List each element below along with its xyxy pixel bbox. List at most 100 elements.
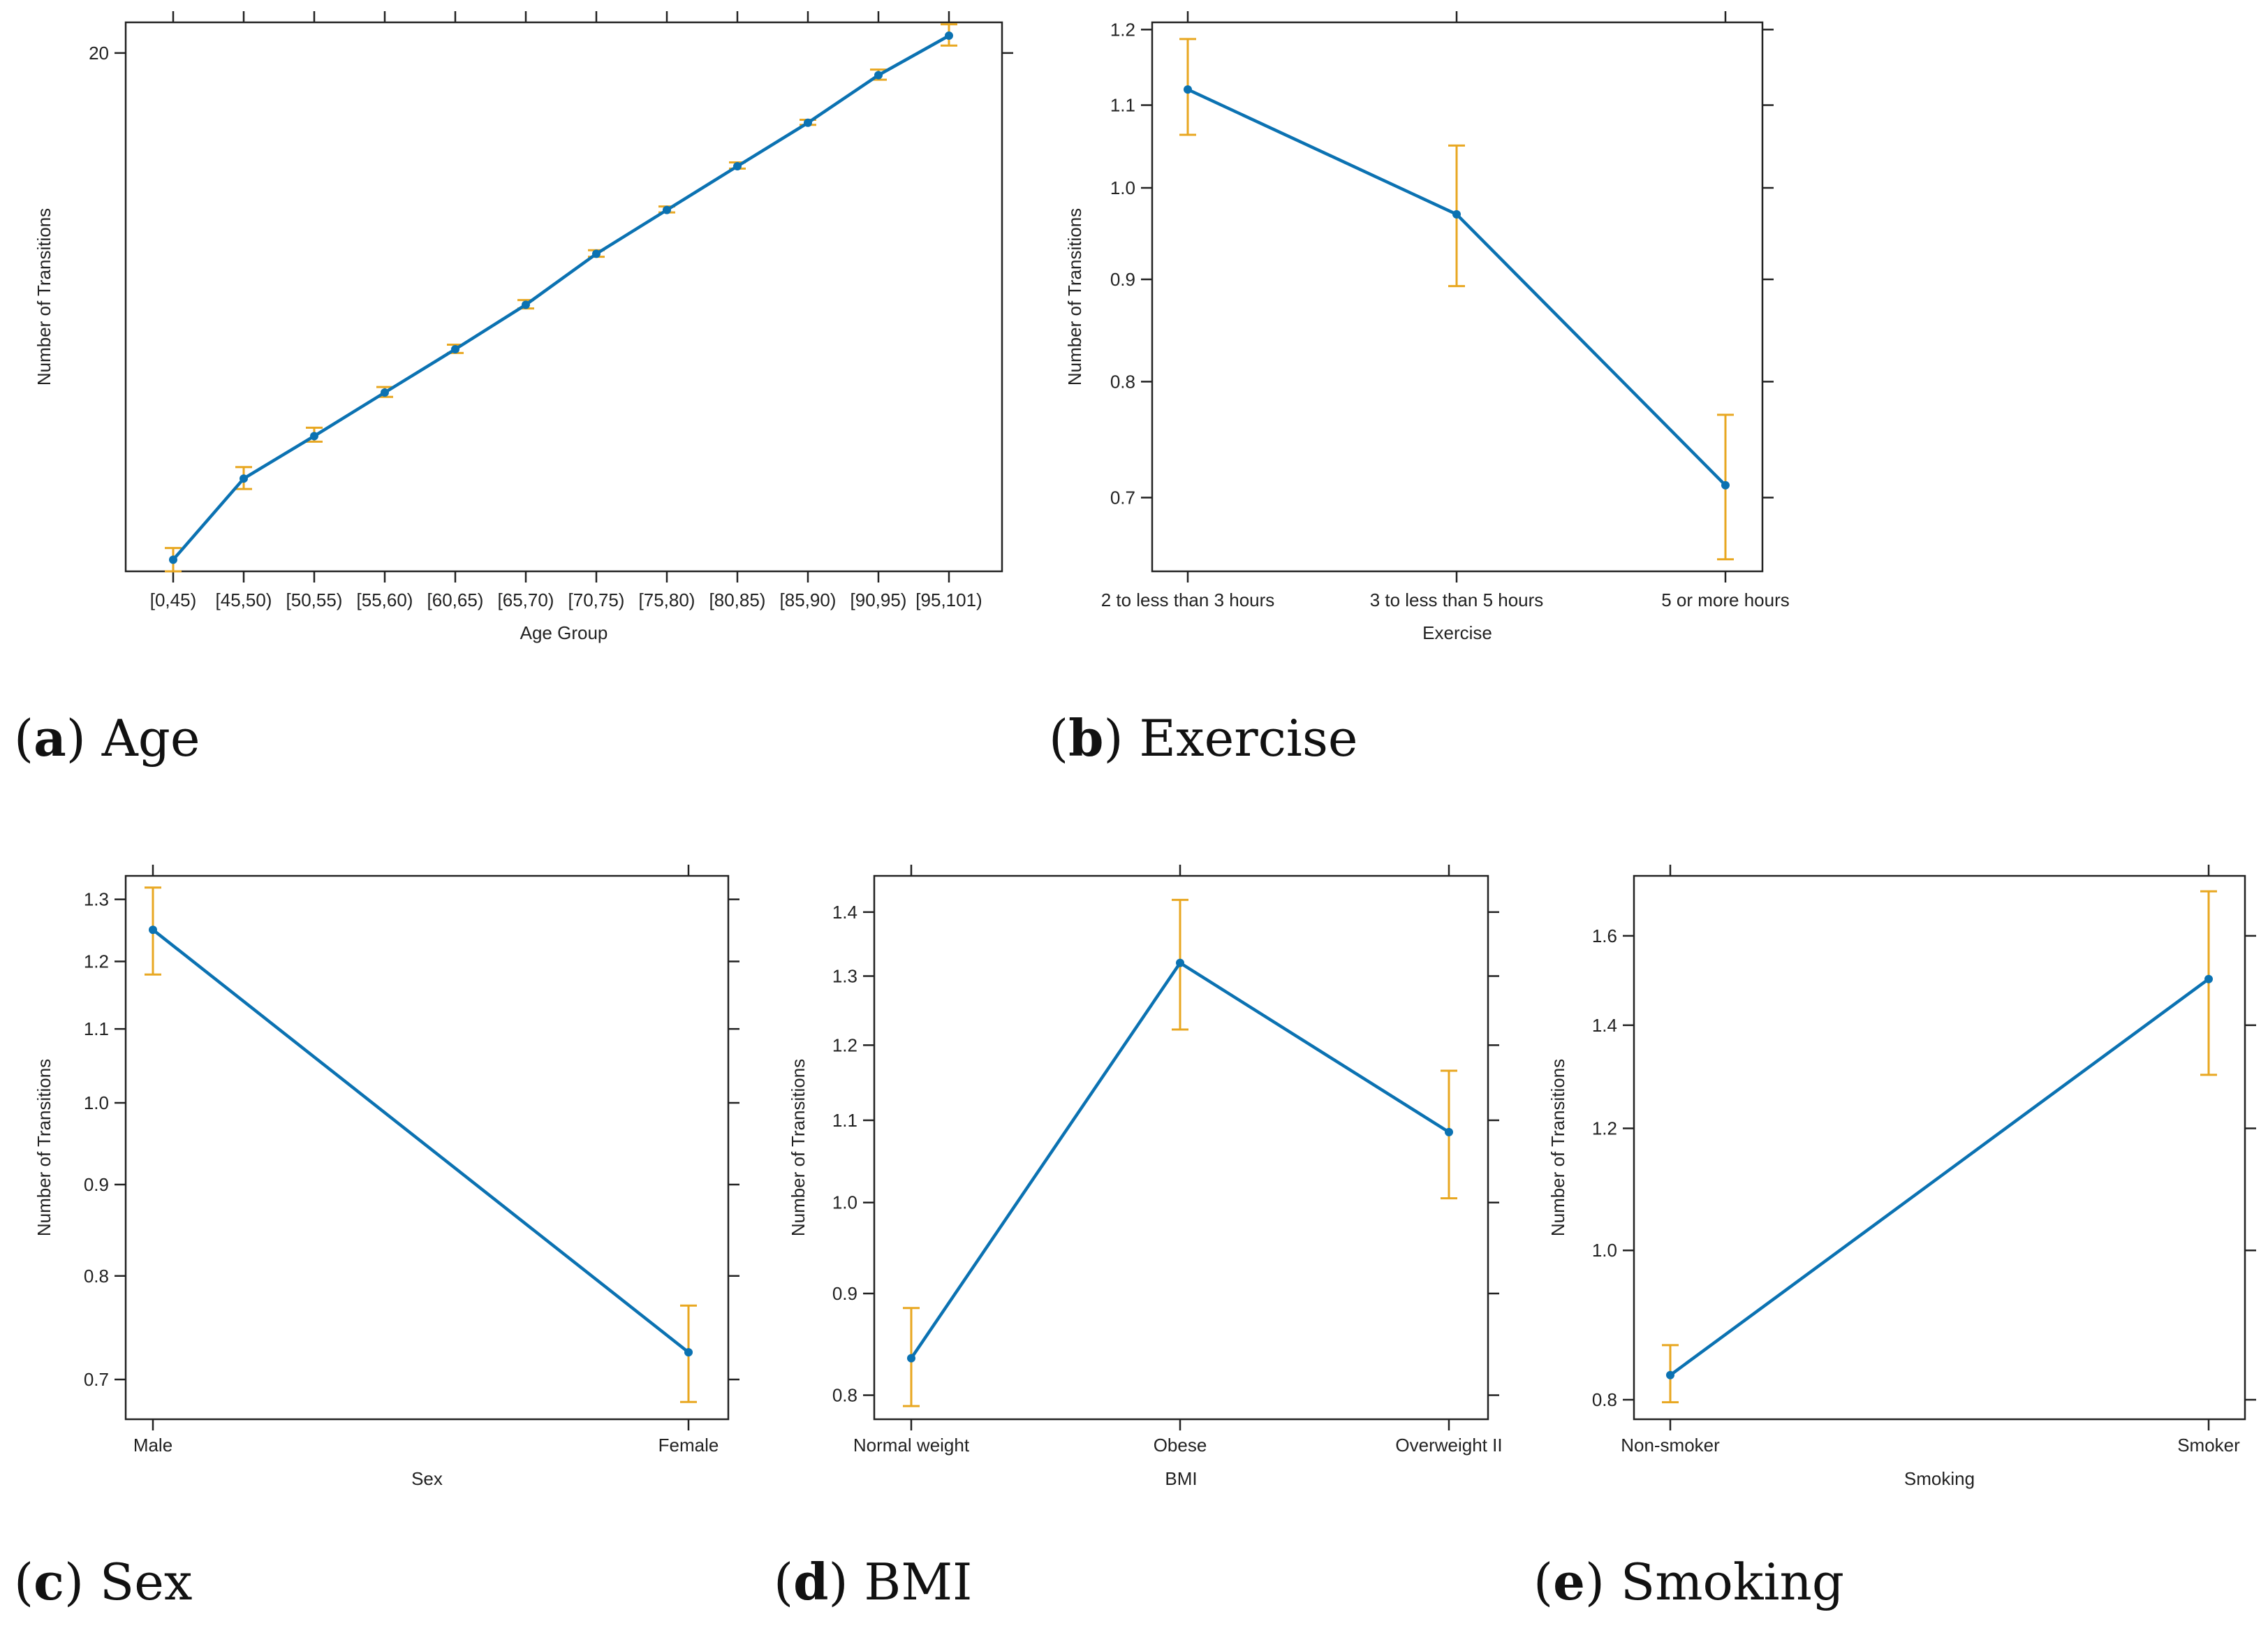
x-tick-label: Normal weight <box>853 1435 970 1456</box>
panel-e: Non-smoker Smoker 0.8 1.0 1.2 1.4 1.6 Smoking Nu… <box>1533 865 2256 1611</box>
caption-text: Exercise <box>1124 709 1358 768</box>
data-point <box>592 249 601 258</box>
panel-d: Normal weight Obese Overweight II 0.8 0.9 1.0… <box>774 865 1503 1611</box>
caption-paren-close: ) <box>66 709 86 768</box>
x-tick-label: [95,101) <box>915 589 982 610</box>
y-tick-label: 0.9 <box>84 1174 109 1195</box>
x-axis-label: Smoking <box>1904 1468 1975 1489</box>
data-point <box>149 925 157 935</box>
plot-frame <box>873 874 1489 1421</box>
plot-frame <box>124 874 730 1421</box>
x-tick-label: [0,45) <box>150 589 197 610</box>
caption-paren-close: ) <box>1585 1553 1605 1611</box>
y-tick-label: 0.7 <box>84 1369 109 1390</box>
data-point <box>2204 974 2213 983</box>
data-point <box>1452 210 1461 219</box>
x-tick-label: Male <box>133 1435 172 1456</box>
caption-paren-open: ( <box>14 1553 34 1611</box>
caption-paren-open: ( <box>1533 1553 1553 1611</box>
data-point <box>451 344 459 353</box>
panel-caption: (d) BMI <box>774 1552 973 1611</box>
y-tick-label: 1.2 <box>84 951 109 972</box>
caption-letter: a <box>34 708 66 768</box>
y-tick-label: 1.0 <box>832 1192 857 1213</box>
caption-text: Sex <box>84 1553 192 1611</box>
data-point <box>240 474 248 483</box>
data-point <box>1184 85 1192 94</box>
data-point <box>804 118 812 127</box>
y-tick-label: 1.3 <box>84 889 109 910</box>
data-point <box>1721 481 1730 490</box>
y-tick-label: 1.3 <box>832 965 857 986</box>
caption-paren-close: ) <box>64 1553 84 1611</box>
x-tick-label: 2 to less than 3 hours <box>1101 589 1275 610</box>
caption-paren-open: ( <box>14 709 34 768</box>
y-axis-label: Number of Transitions <box>1547 1059 1568 1236</box>
x-axis-label: Exercise <box>1422 622 1492 643</box>
panel-caption: (b) Exercise <box>1049 708 1358 768</box>
data-point <box>874 71 883 80</box>
y-axis-label: Number of Transitions <box>788 1059 809 1236</box>
data-point <box>663 205 671 214</box>
panel-a: [0,45) [45,50) [50,55) [55,60) [60,65) [65,70… <box>14 11 1013 768</box>
x-tick-label: [90,95) <box>850 589 907 610</box>
x-tick-label: [60,65) <box>427 589 484 610</box>
y-tick-label: 1.0 <box>1592 1240 1617 1261</box>
panel-caption: (c) Sex <box>14 1552 192 1611</box>
x-tick-label: Obese <box>1154 1435 1207 1456</box>
x-tick-label: Female <box>658 1435 719 1456</box>
y-tick-label: 0.7 <box>1110 487 1135 508</box>
data-point <box>945 31 953 41</box>
plot-frame <box>124 21 1003 573</box>
x-tick-label: 3 to less than 5 hours <box>1370 589 1544 610</box>
caption-paren-close: ) <box>828 1553 848 1611</box>
y-tick-label: 1.0 <box>1110 177 1135 198</box>
caption-text: Smoking <box>1605 1553 1844 1611</box>
x-axis-label: BMI <box>1165 1468 1197 1489</box>
x-tick-label: [85,90) <box>780 589 837 610</box>
x-tick-label: [70,75) <box>568 589 625 610</box>
y-tick-label: 0.9 <box>832 1283 857 1304</box>
data-point <box>310 432 318 441</box>
data-point <box>1445 1127 1453 1136</box>
caption-letter: e <box>1553 1552 1585 1611</box>
x-tick-label: [75,80) <box>639 589 695 610</box>
y-tick-label: 1.4 <box>1592 1015 1617 1036</box>
caption-text: BMI <box>848 1553 973 1611</box>
caption-text: Age <box>86 709 200 768</box>
panel-caption: (e) Smoking <box>1533 1552 1844 1611</box>
series-line <box>172 34 950 561</box>
y-axis-label: Number of Transitions <box>34 208 54 386</box>
y-tick-label: 1.1 <box>832 1110 857 1131</box>
y-tick-label: 20 <box>89 43 109 64</box>
y-tick-label: 1.1 <box>1110 94 1135 115</box>
y-tick-label: 1.1 <box>84 1018 109 1039</box>
caption-letter: c <box>34 1552 64 1611</box>
data-point <box>733 161 742 170</box>
caption-paren-open: ( <box>774 1553 793 1611</box>
x-tick-label: [50,55) <box>286 589 343 610</box>
x-axis-label: Sex <box>411 1468 443 1489</box>
caption-letter: d <box>793 1552 828 1611</box>
y-tick-label: 1.6 <box>1592 925 1617 946</box>
series-line <box>1669 977 2210 1377</box>
panel-caption: (a) Age <box>14 708 200 768</box>
data-point <box>1666 1370 1674 1379</box>
x-tick-label: [65,70) <box>498 589 554 610</box>
y-tick-label: 1.2 <box>832 1034 857 1055</box>
y-axis-label: Number of Transitions <box>1064 208 1085 386</box>
y-tick-label: 0.8 <box>832 1385 857 1406</box>
y-tick-label: 0.8 <box>1110 371 1135 392</box>
caption-paren-close: ) <box>1103 709 1123 768</box>
panel-c: Male Female 0.7 0.8 0.9 1.0 1.1 1.2 1.3 Sex Number… <box>14 865 739 1611</box>
plot-frame <box>1151 21 1764 573</box>
x-tick-label: [45,50) <box>216 589 272 610</box>
caption-paren-open: ( <box>1049 709 1068 768</box>
data-point <box>522 300 530 309</box>
x-tick-label: [55,60) <box>357 589 413 610</box>
x-tick-label: Non-smoker <box>1621 1435 1720 1456</box>
data-point <box>684 1348 693 1357</box>
plot-frame <box>1633 874 2246 1421</box>
y-axis-label: Number of Transitions <box>34 1059 54 1236</box>
